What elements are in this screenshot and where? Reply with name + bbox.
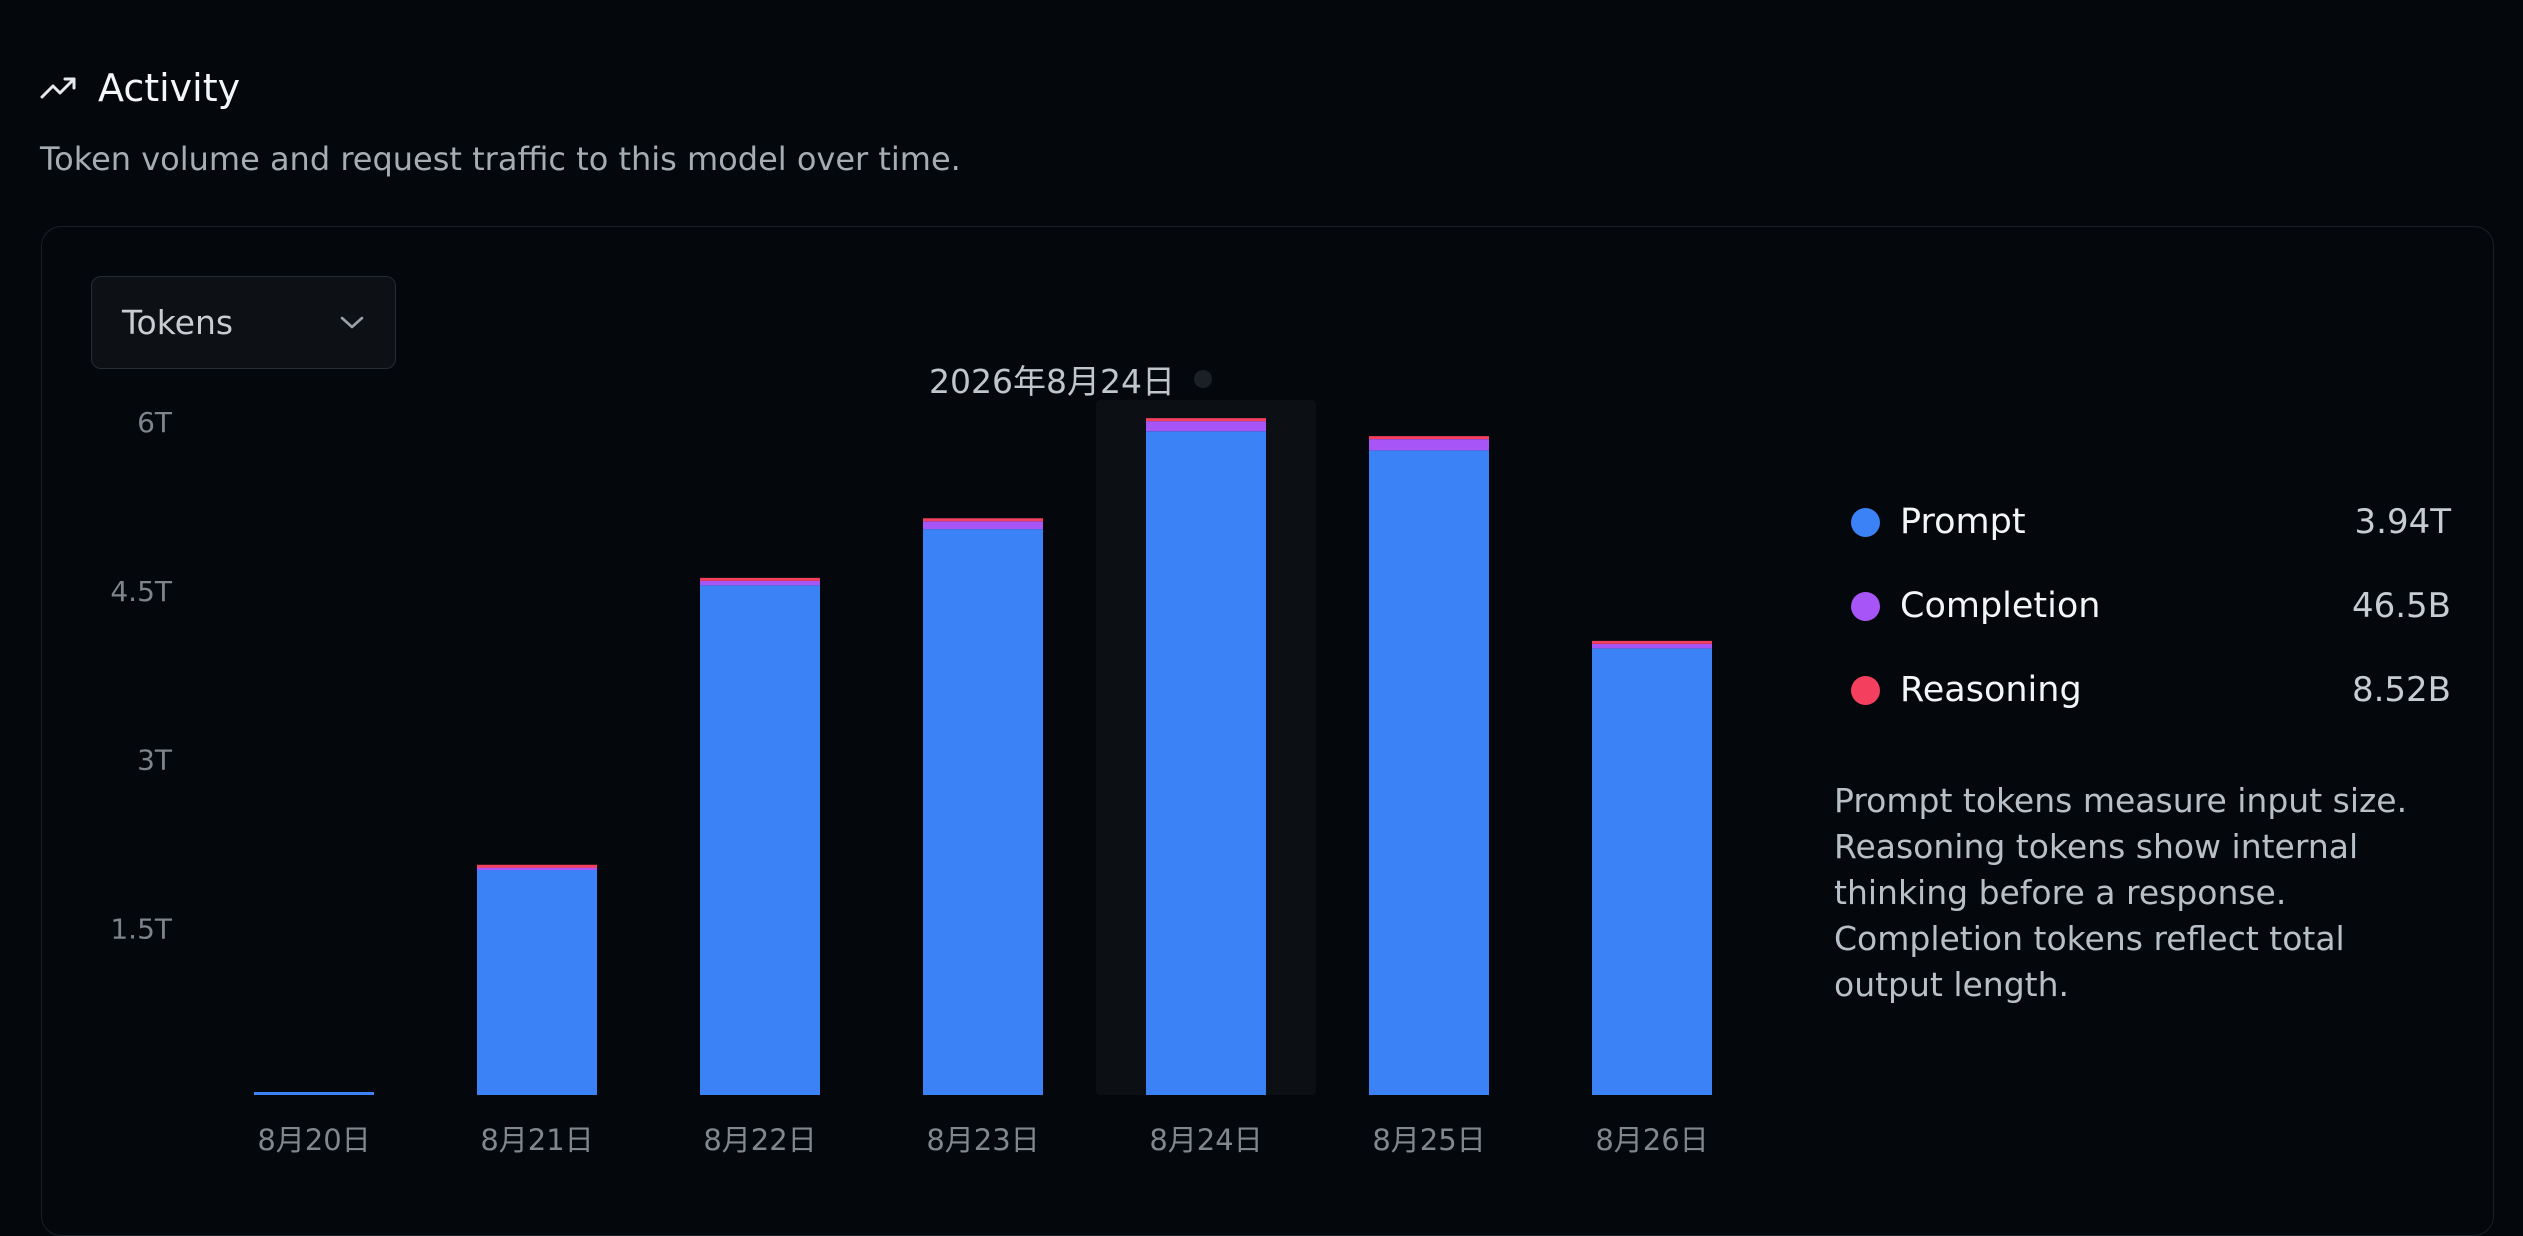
legend-dot-prompt (1851, 507, 1880, 537)
x-tick-label: 8月26日 (1595, 1123, 1708, 1157)
bar-prompt (1592, 648, 1712, 1095)
chevron-down-icon (339, 315, 365, 331)
legend-label: Reasoning (1900, 670, 2082, 710)
bar-completion (1146, 421, 1266, 432)
legend-item-prompt: Prompt 3.94T (1851, 480, 2451, 564)
bar-completion (700, 580, 820, 586)
metric-select[interactable]: Tokens (91, 276, 396, 369)
bar-reasoning (477, 864, 597, 868)
legend-label: Prompt (1900, 502, 2026, 542)
bar-reasoning (1146, 418, 1266, 422)
y-tick-label: 3T (137, 744, 173, 777)
x-tick-label: 8月21日 (480, 1123, 593, 1157)
legend: Prompt 3.94T Completion 46.5B Reasoning … (1851, 480, 2451, 732)
legend-value: 8.52B (2351, 670, 2451, 710)
bar-reasoning (700, 577, 820, 581)
metric-select-value: Tokens (122, 303, 234, 342)
x-tick-label: 8月25日 (1372, 1123, 1485, 1157)
bar-reasoning (923, 518, 1043, 522)
bar-reasoning (1592, 640, 1712, 644)
y-tick-label: 6T (137, 406, 173, 439)
bar-completion (477, 867, 597, 870)
bar-completion (1369, 439, 1489, 451)
tooltip-dot-icon (1194, 370, 1212, 388)
token-description: Prompt tokens measure input size. Reason… (1834, 781, 2408, 1004)
x-tick-label: 8月23日 (926, 1123, 1039, 1157)
bar-prompt (1146, 431, 1266, 1095)
x-tick-label: 8月22日 (703, 1123, 816, 1157)
bar-completion (1592, 643, 1712, 649)
bar-prompt (477, 870, 597, 1095)
legend-value: 3.94T (2354, 502, 2451, 542)
legend-label: Completion (1900, 586, 2101, 626)
bar-completion (923, 521, 1043, 530)
y-tick-label: 4.5T (110, 575, 173, 608)
legend-dot-completion (1851, 591, 1880, 621)
x-tick-label: 8月20日 (257, 1123, 370, 1157)
section-subtitle: Token volume and request traffic to this… (40, 140, 961, 178)
legend-item-reasoning: Reasoning 8.52B (1851, 648, 2451, 732)
bar-reasoning (1369, 436, 1489, 440)
bar-prompt (254, 1092, 374, 1095)
y-tick-label: 1.5T (110, 912, 173, 945)
legend-value: 46.5B (2351, 586, 2451, 626)
legend-item-completion: Completion 46.5B (1851, 564, 2451, 648)
x-tick-label: 8月24日 (1149, 1123, 1262, 1157)
trending-up-icon (40, 73, 78, 103)
bar-prompt (923, 529, 1043, 1095)
section-title: Activity (98, 66, 241, 110)
section-header: Activity (40, 66, 240, 110)
bar-prompt (1369, 450, 1489, 1095)
legend-dot-reasoning (1851, 675, 1880, 705)
tooltip-date: 2026年8月24日 (929, 362, 1175, 401)
bar-prompt (700, 585, 820, 1095)
